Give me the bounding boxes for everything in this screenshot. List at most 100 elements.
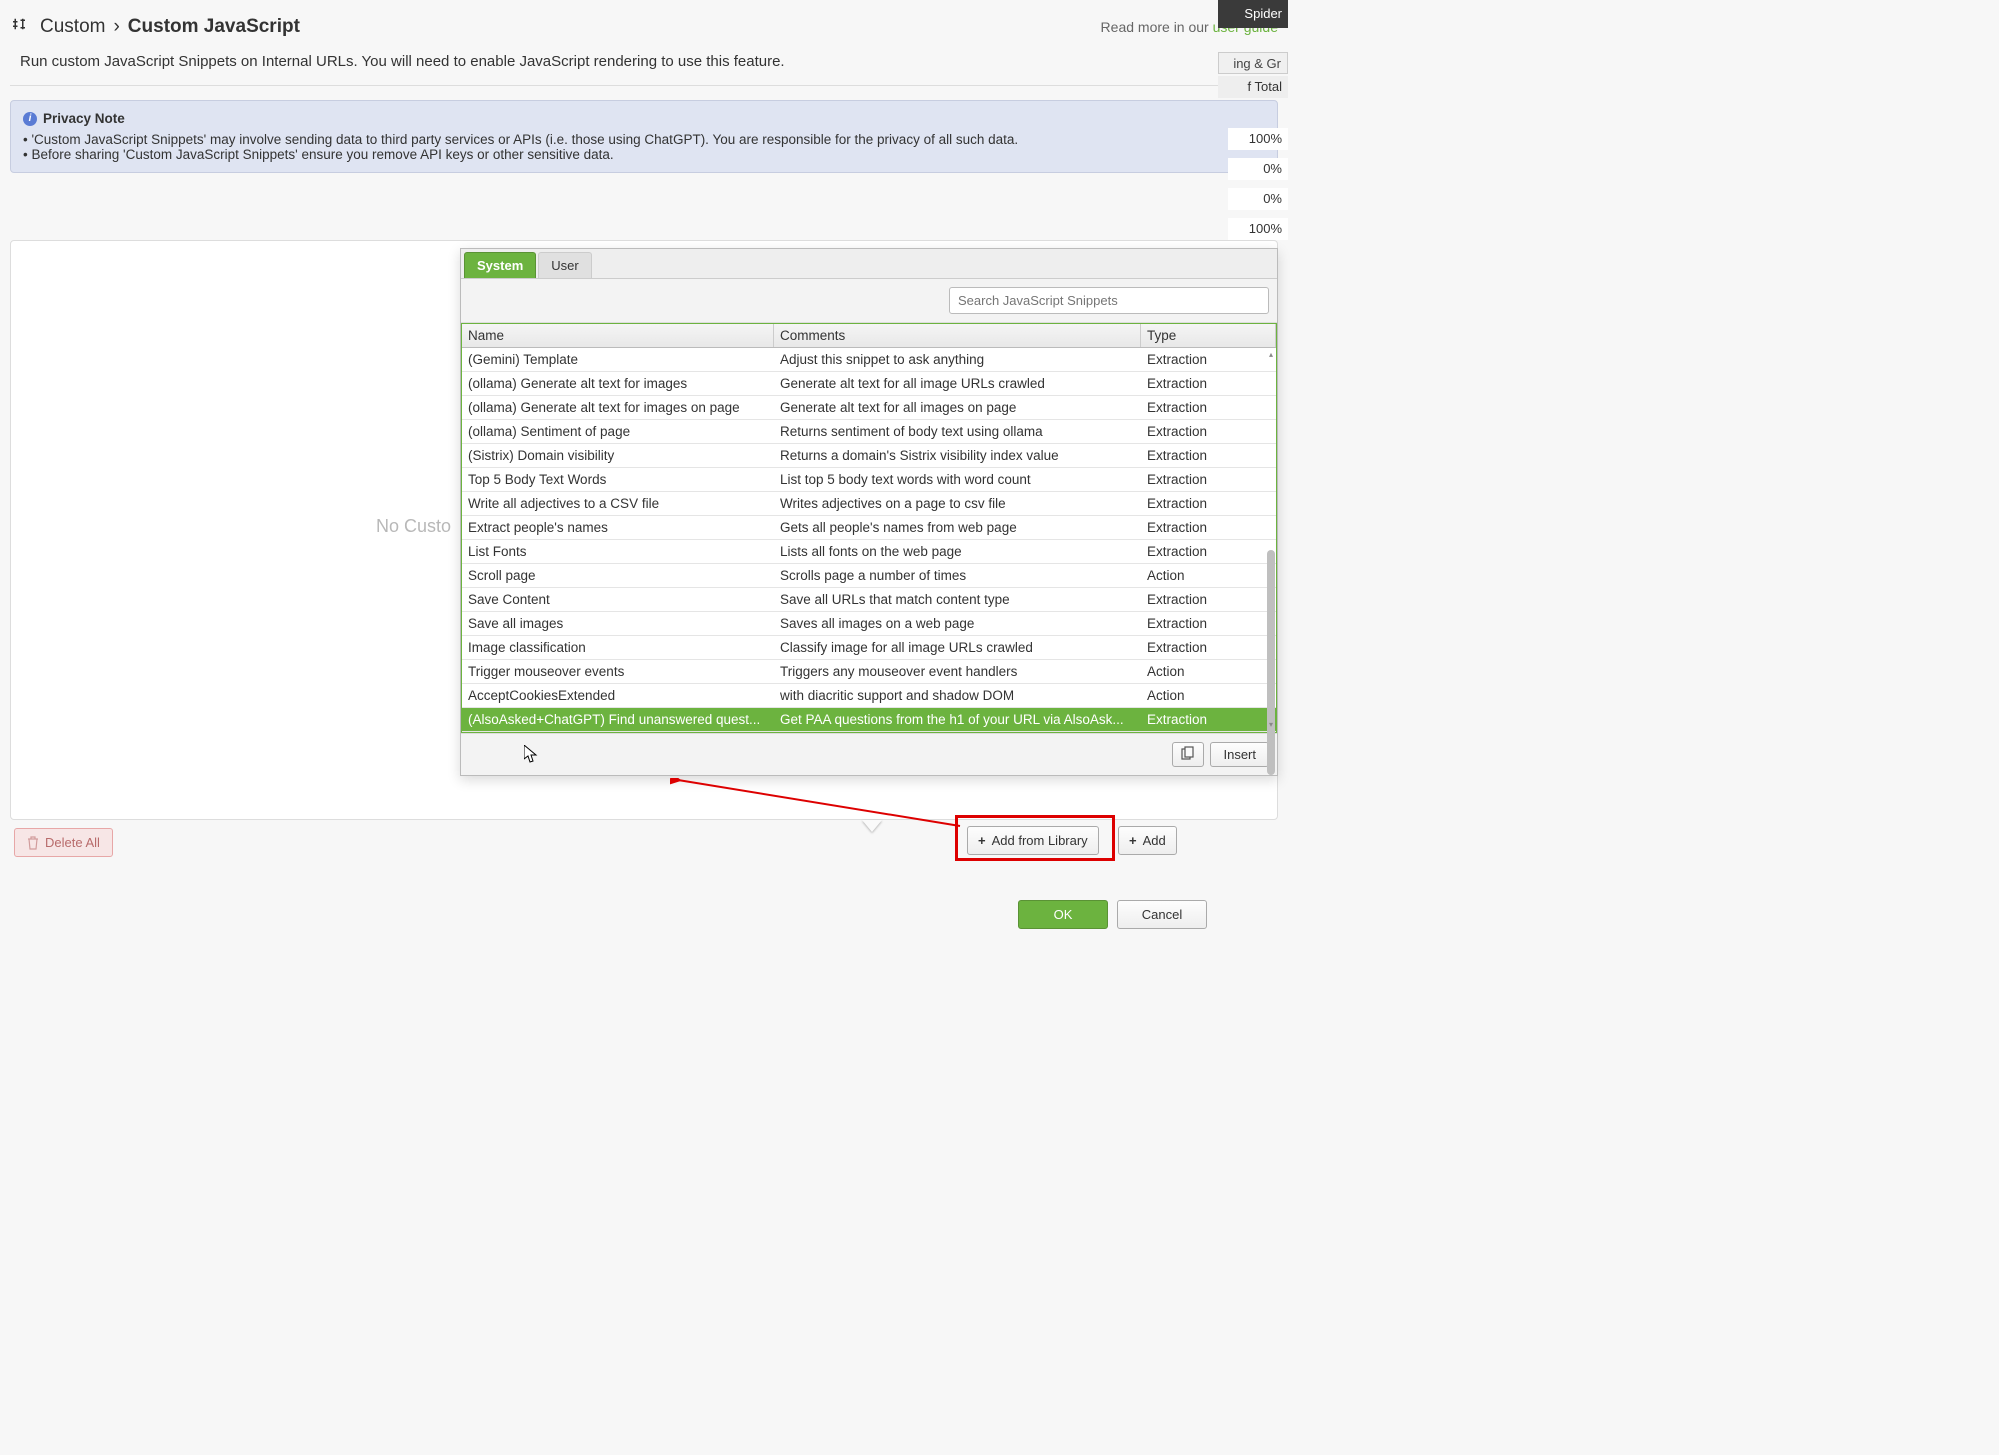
cell-name: (Gemini) Template bbox=[462, 348, 774, 371]
privacy-note-line-1: • 'Custom JavaScript Snippets' may invol… bbox=[23, 132, 1265, 147]
cell-comments: Returns sentiment of body text using oll… bbox=[774, 420, 1141, 443]
cell-comments: Saves all images on a web page bbox=[774, 612, 1141, 635]
cell-type: Extraction bbox=[1141, 492, 1276, 515]
search-input[interactable] bbox=[949, 287, 1269, 314]
breadcrumb-separator: › bbox=[113, 16, 119, 38]
tab-user[interactable]: User bbox=[538, 252, 591, 278]
bg-app-title: Spider bbox=[1218, 0, 1288, 28]
cell-comments: Generate alt text for all image URLs cra… bbox=[774, 372, 1141, 395]
cell-comments: Gets all people's names from web page bbox=[774, 516, 1141, 539]
cancel-button[interactable]: Cancel bbox=[1117, 900, 1207, 929]
annotation-highlight-box bbox=[955, 815, 1115, 861]
cell-type: Extraction bbox=[1141, 444, 1276, 467]
cell-name: (ollama) Generate alt text for images bbox=[462, 372, 774, 395]
cell-name: Top 5 Body Text Words bbox=[462, 468, 774, 491]
guide-prefix: Read more in our bbox=[1101, 19, 1213, 35]
cell-type: Extraction bbox=[1141, 516, 1276, 539]
cell-type: Extraction bbox=[1141, 372, 1276, 395]
scrollbar-thumb[interactable] bbox=[1267, 550, 1275, 775]
tab-system[interactable]: System bbox=[464, 252, 536, 278]
cell-name: List Fonts bbox=[462, 540, 774, 563]
cell-name: (Sistrix) Domain visibility bbox=[462, 444, 774, 467]
table-row[interactable]: (Gemini) TemplateAdjust this snippet to … bbox=[462, 348, 1276, 372]
table-row[interactable]: Image classificationClassify image for a… bbox=[462, 636, 1276, 660]
cell-comments: with diacritic support and shadow DOM bbox=[774, 684, 1141, 707]
bg-value-1: 100% bbox=[1228, 128, 1288, 150]
popup-tabs: System User bbox=[461, 249, 1277, 279]
cell-type: Extraction bbox=[1141, 588, 1276, 611]
info-icon: i bbox=[23, 112, 37, 126]
cell-name: (ollama) Sentiment of page bbox=[462, 420, 774, 443]
table-row[interactable]: (Sistrix) Domain visibilityReturns a dom… bbox=[462, 444, 1276, 468]
duplicate-button[interactable] bbox=[1172, 742, 1204, 767]
cell-type: Extraction bbox=[1141, 420, 1276, 443]
cell-type: Extraction bbox=[1141, 540, 1276, 563]
cell-name: (ollama) Generate alt text for images on… bbox=[462, 396, 774, 419]
cell-type: Action bbox=[1141, 684, 1276, 707]
cell-name: Scroll page bbox=[462, 564, 774, 587]
table-row[interactable]: AcceptCookiesExtendedwith diacritic supp… bbox=[462, 684, 1276, 708]
table-row[interactable]: (ollama) Generate alt text for images on… bbox=[462, 396, 1276, 420]
column-name[interactable]: Name bbox=[462, 324, 774, 347]
cell-type: Action bbox=[1141, 564, 1276, 587]
page-header: Custom › Custom JavaScript Read more in … bbox=[0, 0, 1288, 43]
add-button[interactable]: + Add bbox=[1118, 826, 1177, 855]
empty-placeholder-text: No Custo bbox=[376, 516, 451, 537]
privacy-note: i Privacy Note • 'Custom JavaScript Snip… bbox=[10, 100, 1278, 173]
delete-all-button[interactable]: Delete All bbox=[14, 828, 113, 857]
column-comments[interactable]: Comments bbox=[774, 324, 1141, 347]
ok-button[interactable]: OK bbox=[1018, 900, 1108, 929]
table-row[interactable]: Save ContentSave all URLs that match con… bbox=[462, 588, 1276, 612]
popup-tail bbox=[862, 820, 882, 832]
table-row[interactable]: (AlsoAsked+ChatGPT) Find unanswered ques… bbox=[462, 708, 1276, 732]
cell-type: Extraction bbox=[1141, 396, 1276, 419]
table-row[interactable]: Scroll pageScrolls page a number of time… bbox=[462, 564, 1276, 588]
cell-name: Image classification bbox=[462, 636, 774, 659]
bg-value-4: 100% bbox=[1228, 218, 1288, 240]
cell-comments: Save all URLs that match content type bbox=[774, 588, 1141, 611]
add-label: Add bbox=[1143, 833, 1166, 848]
table-row[interactable]: (ollama) Generate alt text for imagesGen… bbox=[462, 372, 1276, 396]
cell-type: Action bbox=[1141, 660, 1276, 683]
cell-comments: Generate alt text for all images on page bbox=[774, 396, 1141, 419]
copy-icon bbox=[1181, 746, 1195, 760]
scroll-up-icon[interactable]: ▴ bbox=[1267, 350, 1275, 360]
cell-comments: Adjust this snippet to ask anything bbox=[774, 348, 1141, 371]
insert-button[interactable]: Insert bbox=[1210, 742, 1269, 767]
cell-name: Write all adjectives to a CSV file bbox=[462, 492, 774, 515]
cell-comments: Returns a domain's Sistrix visibility in… bbox=[774, 444, 1141, 467]
snippet-library-popup: System User Name Comments Type ▴ ▾ (Gemi… bbox=[460, 248, 1278, 776]
vertical-scrollbar[interactable]: ▴ ▾ bbox=[1267, 350, 1275, 730]
breadcrumb-parent[interactable]: Custom bbox=[40, 16, 105, 38]
bg-column-fragment: f Total bbox=[1218, 76, 1288, 98]
table-row[interactable]: (ollama) Sentiment of pageReturns sentim… bbox=[462, 420, 1276, 444]
cell-name: Save all images bbox=[462, 612, 774, 635]
popup-search-row bbox=[461, 279, 1277, 323]
column-type[interactable]: Type bbox=[1141, 324, 1276, 347]
table-row[interactable]: Extract people's namesGets all people's … bbox=[462, 516, 1276, 540]
cell-comments: Scrolls page a number of times bbox=[774, 564, 1141, 587]
scroll-down-icon[interactable]: ▾ bbox=[1267, 720, 1275, 730]
cell-type: Extraction bbox=[1141, 612, 1276, 635]
cell-name: (AlsoAsked+ChatGPT) Find unanswered ques… bbox=[462, 708, 774, 731]
table-row[interactable]: Write all adjectives to a CSV fileWrites… bbox=[462, 492, 1276, 516]
privacy-note-title: i Privacy Note bbox=[23, 111, 1265, 126]
breadcrumb-current: Custom JavaScript bbox=[128, 16, 300, 38]
table-row[interactable]: Save all imagesSaves all images on a web… bbox=[462, 612, 1276, 636]
cell-name: AcceptCookiesExtended bbox=[462, 684, 774, 707]
cell-type: Extraction bbox=[1141, 708, 1276, 731]
plus-icon: + bbox=[1129, 833, 1137, 848]
table-row[interactable]: Trigger mouseover eventsTriggers any mou… bbox=[462, 660, 1276, 684]
popup-footer: Insert bbox=[461, 733, 1277, 775]
table-header: Name Comments Type bbox=[462, 324, 1276, 348]
table-row[interactable]: List FontsLists all fonts on the web pag… bbox=[462, 540, 1276, 564]
cell-comments: Classify image for all image URLs crawle… bbox=[774, 636, 1141, 659]
cell-name: Extract people's names bbox=[462, 516, 774, 539]
table-row[interactable]: Top 5 Body Text WordsList top 5 body tex… bbox=[462, 468, 1276, 492]
cell-comments: Triggers any mouseover event handlers bbox=[774, 660, 1141, 683]
snippet-table: Name Comments Type ▴ ▾ (Gemini) Template… bbox=[461, 323, 1277, 733]
privacy-note-line-2: • Before sharing 'Custom JavaScript Snip… bbox=[23, 147, 1265, 162]
cell-comments: Get PAA questions from the h1 of your UR… bbox=[774, 708, 1141, 731]
cell-comments: Lists all fonts on the web page bbox=[774, 540, 1141, 563]
cell-type: Extraction bbox=[1141, 636, 1276, 659]
